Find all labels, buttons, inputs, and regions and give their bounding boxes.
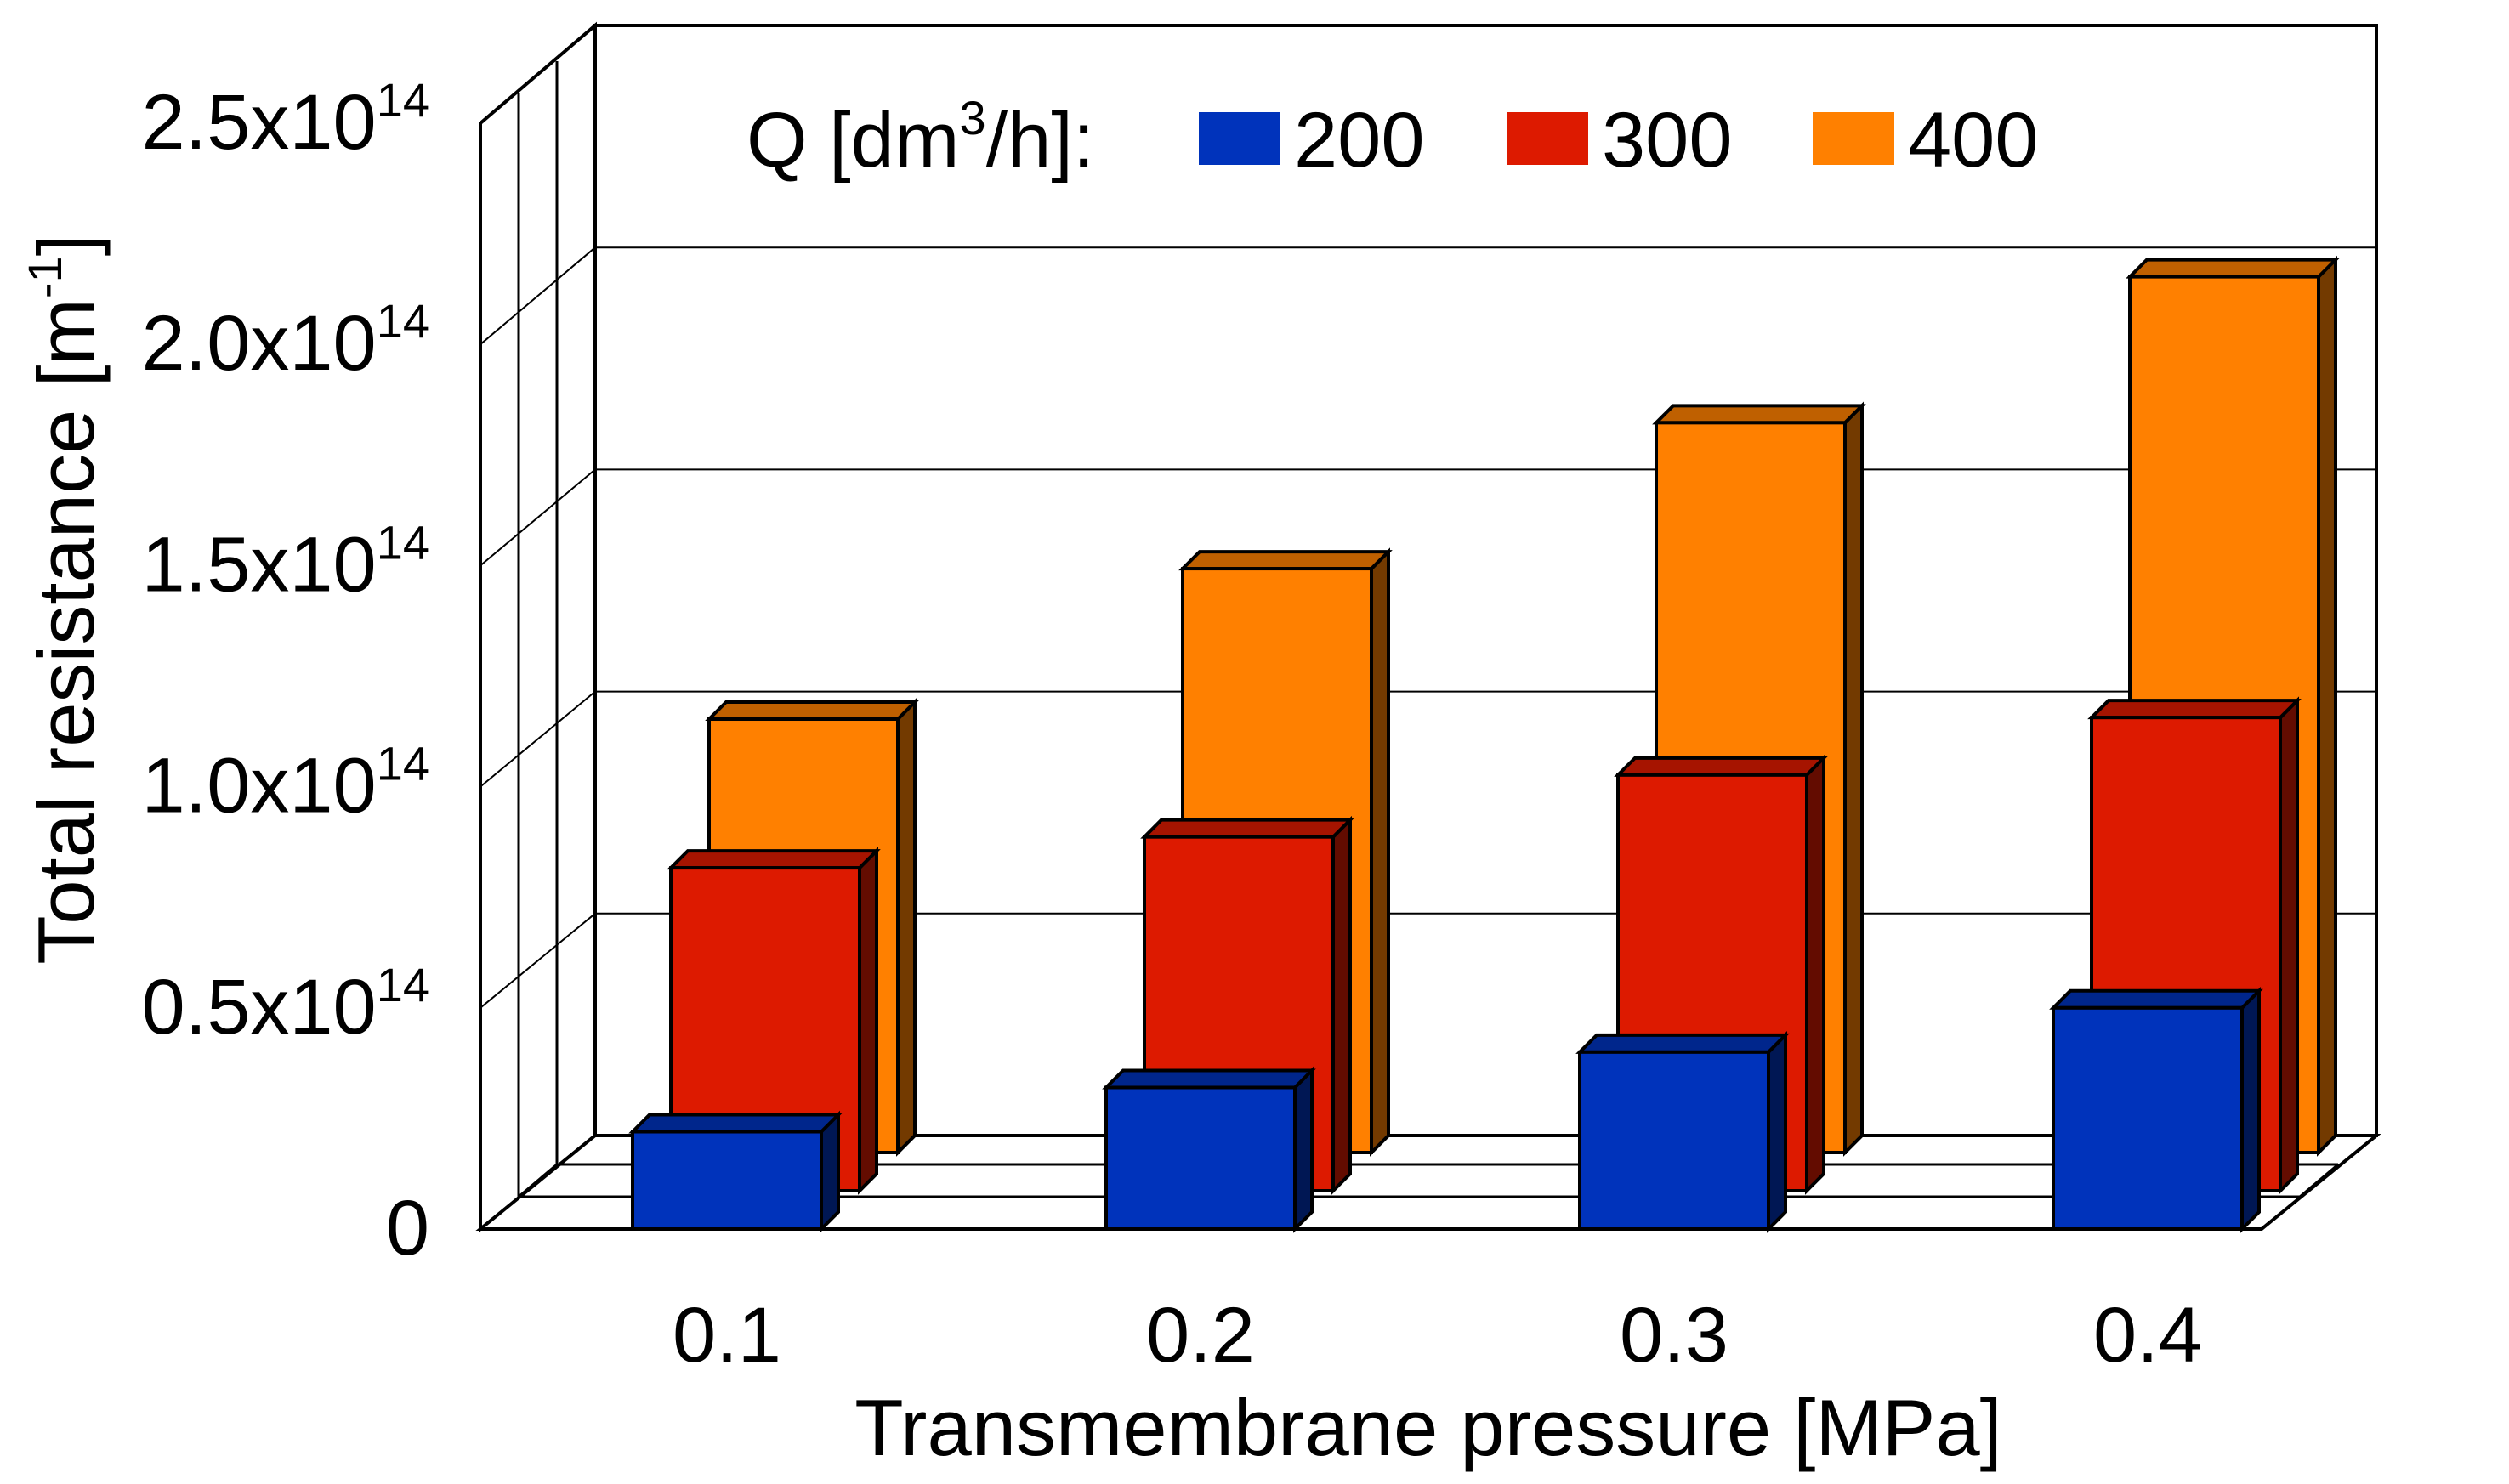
legend-label: 400 <box>1908 97 2039 184</box>
bar-top <box>1575 1033 1790 1054</box>
gridline <box>480 690 596 788</box>
bar-top <box>2087 699 2302 720</box>
legend-swatch <box>1507 112 1588 165</box>
legend-label: 200 <box>1294 97 1425 184</box>
legend-label: 300 <box>1602 97 1733 184</box>
gridline <box>480 913 596 1009</box>
x-tick-label: 0.2 <box>1146 1292 1255 1379</box>
bar-side <box>820 1110 840 1233</box>
x-tick-label: 0.4 <box>2093 1292 2202 1379</box>
bar-side <box>858 847 878 1195</box>
y-axis-title: Total resistance [m-1] <box>18 234 111 965</box>
bar-top <box>628 1113 843 1134</box>
bar-side <box>1331 815 1352 1195</box>
bar-top <box>1102 1068 1316 1090</box>
y-tick-label: 0.5x1014 <box>141 958 429 1051</box>
bar-side <box>2317 255 2337 1157</box>
bar <box>631 1130 823 1231</box>
y-axis-labels: 0 0.5x1014 1.0x1014 1.5x1014 2.0x1014 2.5x101… <box>141 73 429 1272</box>
bar-top <box>667 849 881 870</box>
side-wall <box>479 21 597 1233</box>
legend-swatch <box>1199 112 1280 165</box>
bar-side <box>1805 753 1825 1195</box>
bar-top <box>2049 988 2263 1010</box>
bar <box>2052 1005 2244 1232</box>
y-tick-label: 1.5x1014 <box>141 515 429 608</box>
y-tick-label: 2.5x1014 <box>141 73 429 166</box>
bar-top <box>1652 404 1866 425</box>
bar-side <box>1293 1066 1314 1233</box>
y-tick-label: 0 <box>386 1185 429 1272</box>
bar-series-200 <box>1575 1031 1790 1233</box>
legend-title: Q [dm3/h]: <box>746 91 1095 184</box>
y-tick-label: 2.0x1014 <box>141 294 429 387</box>
bar-side <box>2279 696 2299 1195</box>
gridline <box>480 246 596 345</box>
bar-side <box>1370 547 1390 1157</box>
bars <box>628 255 2340 1233</box>
bar-side <box>2240 986 2261 1233</box>
bar <box>1578 1050 1770 1231</box>
legend: Q [dm3/h]: 200 300 400 <box>746 91 2039 184</box>
bar-top <box>1178 550 1393 571</box>
x-tick-label: 0.1 <box>673 1292 781 1379</box>
bar-top <box>705 700 919 722</box>
gridline <box>480 468 596 567</box>
bar-series-200 <box>628 1110 843 1233</box>
x-axis-labels: 0.1 0.2 0.3 0.4 <box>673 1292 2202 1379</box>
bar-series-200 <box>2049 986 2263 1233</box>
bar <box>1104 1085 1297 1232</box>
bar-top <box>1614 756 1828 777</box>
x-tick-label: 0.3 <box>1620 1292 1728 1379</box>
legend-swatch <box>1813 112 1894 165</box>
x-axis-title: Transmembrane pressure [MPa] <box>854 1383 2002 1472</box>
y-tick-label: 1.0x1014 <box>141 737 429 830</box>
bar-top <box>2126 258 2340 279</box>
bar-side <box>896 698 917 1157</box>
bar-side <box>1843 401 1864 1157</box>
bar-top <box>1140 818 1354 839</box>
bar-series-200 <box>1102 1066 1316 1233</box>
bar-side <box>1767 1031 1787 1233</box>
